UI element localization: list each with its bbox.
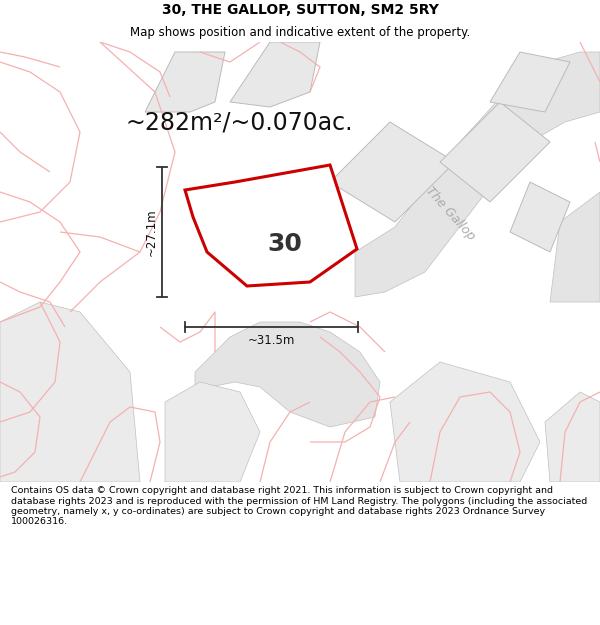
Polygon shape xyxy=(545,392,600,482)
Polygon shape xyxy=(330,122,455,222)
Text: ~282m²/~0.070ac.: ~282m²/~0.070ac. xyxy=(125,110,353,134)
Text: ~27.1m: ~27.1m xyxy=(145,208,157,256)
Polygon shape xyxy=(195,322,380,427)
Polygon shape xyxy=(490,52,570,112)
Polygon shape xyxy=(390,362,540,482)
Polygon shape xyxy=(230,42,320,107)
Polygon shape xyxy=(355,52,600,297)
Text: 30, THE GALLOP, SUTTON, SM2 5RY: 30, THE GALLOP, SUTTON, SM2 5RY xyxy=(161,4,439,18)
Polygon shape xyxy=(185,165,357,286)
Text: The Gallop: The Gallop xyxy=(423,185,477,243)
Polygon shape xyxy=(510,182,570,252)
Text: Contains OS data © Crown copyright and database right 2021. This information is : Contains OS data © Crown copyright and d… xyxy=(11,486,587,526)
Polygon shape xyxy=(165,382,260,482)
Text: 30: 30 xyxy=(268,232,302,256)
Polygon shape xyxy=(550,192,600,302)
Polygon shape xyxy=(145,52,225,112)
Polygon shape xyxy=(0,302,140,482)
Text: Map shows position and indicative extent of the property.: Map shows position and indicative extent… xyxy=(130,26,470,39)
Polygon shape xyxy=(440,102,550,202)
Text: ~31.5m: ~31.5m xyxy=(248,334,295,348)
